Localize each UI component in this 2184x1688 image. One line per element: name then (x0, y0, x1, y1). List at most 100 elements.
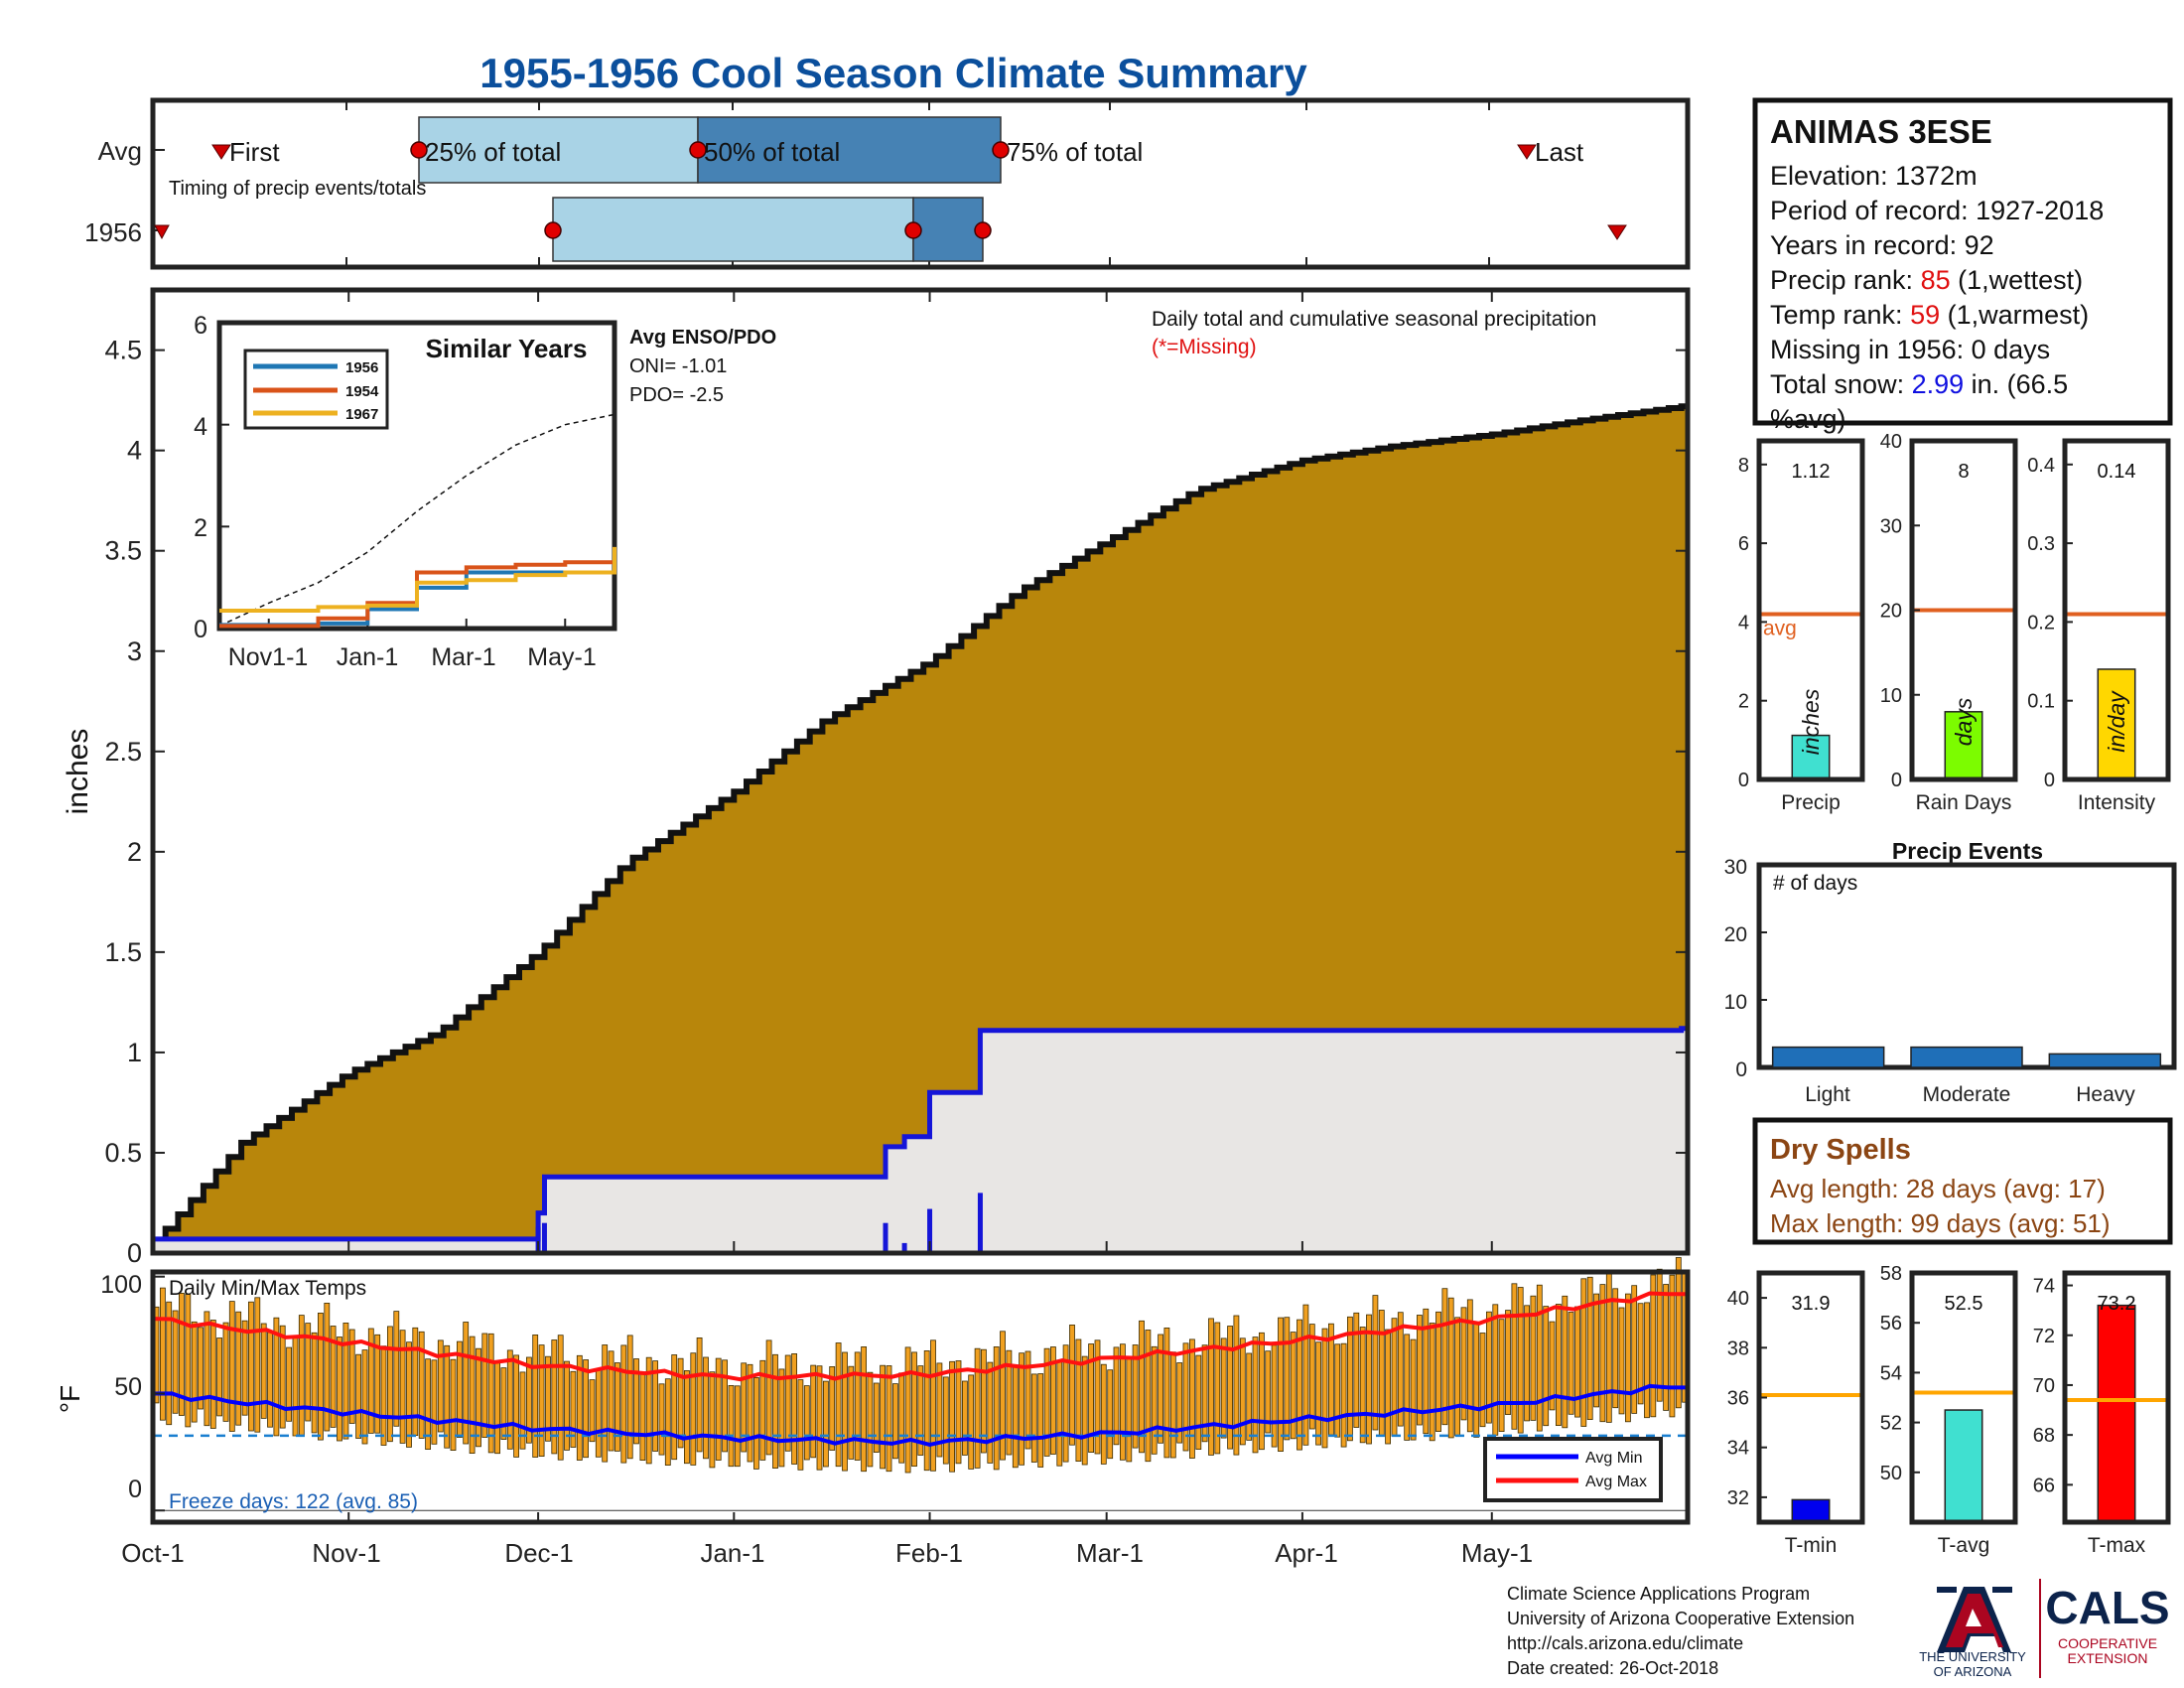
daily-temp-bar (1599, 1284, 1606, 1423)
daily-temp-bar (1195, 1354, 1202, 1450)
daily-temp-bar (747, 1363, 753, 1463)
daily-temp-bar (367, 1328, 374, 1434)
daily-temp-bar (1176, 1362, 1183, 1444)
intensity-summary-tick-label: 0 (2044, 770, 2055, 791)
tavg-summary-tick-label: 56 (1880, 1313, 1902, 1335)
xtick-mar: Mar-1 (1076, 1538, 1144, 1568)
intensity-summary-tick-label: 0.4 (2027, 455, 2055, 477)
daily-temp-bar (690, 1352, 697, 1466)
daily-temp-bar (1447, 1297, 1454, 1439)
daily-temp-bar (620, 1344, 627, 1464)
daily-temp-bar (1612, 1288, 1619, 1409)
daily-temp-bar (1644, 1302, 1650, 1419)
daily-temp-bar (854, 1351, 861, 1461)
events-ytick-20: 20 (1724, 923, 1747, 946)
daily-temp-bar (886, 1365, 892, 1473)
last-marker (1517, 144, 1537, 160)
daily-temp-bar (1107, 1369, 1114, 1460)
temps-legend (1483, 1437, 1663, 1502)
daily-temp-bar (469, 1336, 476, 1454)
daily-temp-bar (1000, 1331, 1006, 1461)
daily-temp-bar (1562, 1295, 1569, 1429)
daily-temp-bar (551, 1339, 558, 1455)
xtick-may: May-1 (1461, 1538, 1533, 1568)
daily-temp-bar (204, 1311, 210, 1427)
daily-temp-bar (1586, 1276, 1593, 1421)
enso-pdo: PDO= -2.5 (629, 384, 724, 406)
daily-precip-bar (977, 1193, 983, 1253)
daily-temp-bar (494, 1360, 501, 1455)
daily-temp-bar (159, 1287, 166, 1421)
daily-temp-bar (652, 1360, 658, 1452)
tmax-summary-tick-label: 66 (2033, 1475, 2055, 1496)
avg-cumulative-line (153, 403, 1688, 1246)
dry-spells-title: Dry Spells (1770, 1134, 1911, 1166)
daily-temps-plot: Daily Min/Max Temps °F 0 50 100 Freeze d… (55, 1257, 1691, 1525)
daily-temp-bar (1259, 1332, 1265, 1451)
daily-temp-bar (1417, 1315, 1423, 1426)
daily-temp-bar (1473, 1322, 1480, 1438)
daily-temp-bar (1132, 1344, 1139, 1449)
daily-temp-bar (923, 1350, 930, 1472)
daily-temp-bar (166, 1301, 173, 1426)
xtick-apr: Apr-1 (1275, 1538, 1338, 1568)
first-label: First (229, 137, 280, 167)
daily-temp-bar (431, 1359, 438, 1445)
daily-temp-bar (538, 1344, 545, 1457)
raindays-summary-tick-label: 20 (1880, 601, 1902, 623)
coop-line-1: COOPERATIVE (2058, 1635, 2157, 1651)
main-ytick-label: 4 (127, 436, 142, 466)
credit-line-4: Date created: 26-Oct-2018 (1507, 1658, 1718, 1678)
precip-summary-value-label: 1.12 (1792, 461, 1831, 483)
precip-summary-tick-label: 2 (1738, 691, 1749, 713)
precip-summary-tick-label: 6 (1738, 533, 1749, 555)
precip-summary-frame (1756, 438, 1865, 782)
precip-summary-tick-label: 8 (1738, 455, 1749, 477)
daily-temp-bar (1030, 1373, 1037, 1463)
daily-temp-bar (198, 1327, 204, 1410)
daily-temp-bar (1151, 1345, 1158, 1455)
daily-temp-bar (209, 1320, 216, 1429)
daily-temp-bar (955, 1360, 962, 1465)
credit-line-3: http://cals.arizona.edu/climate (1507, 1633, 1743, 1653)
daily-temp-bar (829, 1366, 836, 1451)
daily-temp-bar (715, 1357, 722, 1461)
daily-temp-bar (942, 1376, 949, 1465)
daily-temp-bar (658, 1383, 665, 1456)
intensity-summary-frame (2062, 438, 2171, 782)
raindays-summary-tick-label: 0 (1891, 770, 1902, 791)
tmax-summary-bar (2097, 1304, 2136, 1523)
ua-cals-logo: THE UNIVERSITY OF ARIZONA CALS COOPERATI… (1919, 1579, 2170, 1679)
daily-temp-bar (778, 1368, 785, 1468)
precip-events-chart: Precip Events # of days 0 10 20 30 Light… (1724, 838, 2177, 1106)
daily-temp-bar (645, 1356, 652, 1465)
daily-temp-bar (292, 1336, 299, 1437)
daily-temp-bar (898, 1372, 905, 1464)
daily-temp-bar (1454, 1317, 1460, 1437)
daily-temp-bar (626, 1335, 633, 1460)
daily-temp-bar (1391, 1318, 1398, 1437)
daily-temp-bar (671, 1354, 678, 1461)
intensity-summary-unit-label: in/day (2104, 690, 2129, 753)
daily-temp-bar (1012, 1366, 1019, 1469)
inset-xtick-mar: Mar-1 (431, 643, 495, 671)
daily-temp-bar (936, 1362, 943, 1458)
intensity-summary-tick-label: 0.2 (2027, 612, 2055, 633)
last-label: Last (1535, 137, 1584, 167)
daily-temp-bar (330, 1326, 337, 1428)
daily-temp-bar (374, 1334, 381, 1434)
daily-temp-bar (1208, 1318, 1214, 1456)
daily-temp-bar (1056, 1359, 1063, 1467)
tavg-summary-frame (1909, 1270, 2018, 1525)
daily-temp-bar (476, 1347, 481, 1448)
daily-temp-bar (450, 1358, 457, 1451)
daily-temp-bar (791, 1353, 797, 1465)
ua-line-2: OF ARIZONA (1934, 1664, 2012, 1679)
tmin-summary: 32 34 36 38 40 31.9 T-min (1727, 1270, 1865, 1557)
daily-temp-bar (1650, 1274, 1657, 1418)
daily-temp-bar (1158, 1334, 1163, 1444)
precip-summary: 0 2 4 6 8 1.12 Precip inches avg (1738, 438, 1865, 814)
tavg-summary-category-label: T-avg (1938, 1534, 1990, 1557)
snow-value: 2.99 (1912, 369, 1965, 399)
daily-temp-bar (1549, 1321, 1556, 1411)
